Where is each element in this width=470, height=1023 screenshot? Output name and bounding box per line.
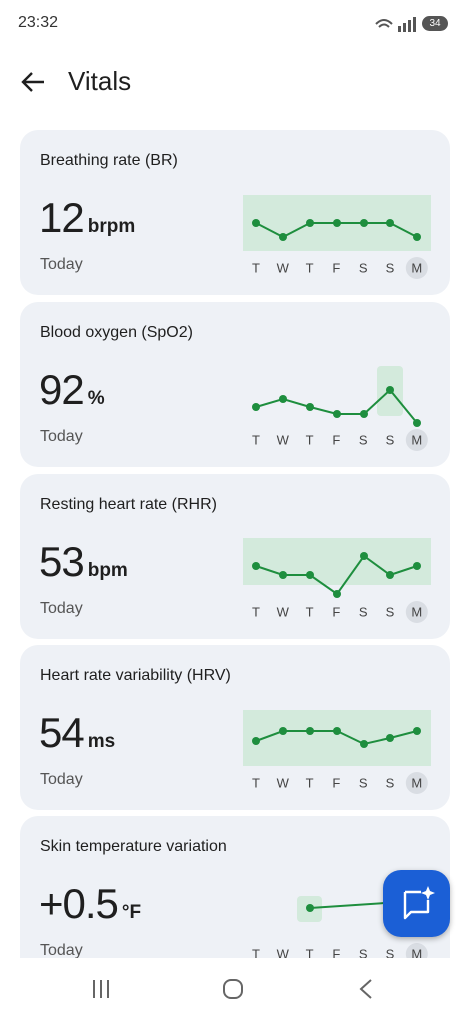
card-title: Skin temperature variation [40, 838, 227, 855]
day-label: M [411, 775, 422, 790]
day-label: M [411, 432, 422, 447]
day-highlight [405, 429, 428, 451]
card-value: 54 ms [39, 709, 116, 756]
card-title: Heart rate variability (HRV) [40, 667, 231, 684]
card-period: Today [40, 771, 83, 788]
day-highlight [405, 601, 428, 623]
day-label: W [277, 775, 290, 790]
card-unit: °F [121, 902, 142, 923]
nav-back-button[interactable] [359, 979, 372, 999]
day-label: W [277, 432, 290, 447]
status-bar: 23:32 34 [0, 0, 470, 46]
back-button[interactable] [20, 70, 48, 94]
card-value: +0.5 °F [39, 880, 142, 927]
card-unit: bpm [87, 560, 128, 581]
vital-card[interactable]: T W T F S S M Resting heart rate (RHR) 53 bpm Tod… [20, 474, 450, 639]
day-label: S [359, 604, 368, 619]
day-label: T [306, 432, 314, 447]
card-period: Today [40, 600, 83, 617]
day-label: W [277, 604, 290, 619]
day-label: S [359, 432, 368, 447]
day-label: F [332, 775, 340, 790]
day-label: T [252, 604, 260, 619]
day-label: S [386, 775, 395, 790]
vital-card[interactable]: T W T F S S M Blood oxygen (SpO2) 92% Today [20, 302, 450, 467]
day-label: S [359, 260, 368, 275]
card-period: Today [40, 428, 83, 445]
day-label: W [277, 946, 290, 961]
nav-bar [0, 958, 470, 1018]
day-label: M [411, 604, 422, 619]
day-label: S [386, 946, 395, 961]
day-label: M [411, 260, 422, 275]
fab-icon [403, 886, 435, 920]
battery: 34 [422, 16, 448, 31]
day-label: T [252, 946, 260, 961]
day-label: F [332, 604, 340, 619]
day-label: F [332, 946, 340, 961]
day-label: S [359, 946, 368, 961]
nav-buttons [93, 979, 372, 999]
card-title: Breathing rate (BR) [40, 152, 178, 169]
day-label: T [306, 604, 314, 619]
day-label: T [252, 432, 260, 447]
card-period: Today [40, 942, 83, 959]
day-label: W [277, 260, 290, 275]
recents-button[interactable] [93, 980, 109, 998]
day-highlight [405, 257, 428, 279]
card-value: 92% [39, 366, 105, 413]
day-label: T [252, 775, 260, 790]
day-label: T [306, 946, 314, 961]
day-label: F [332, 432, 340, 447]
page-title: Vitals [68, 66, 132, 96]
day-label: S [386, 432, 395, 447]
day-label: T [252, 260, 260, 275]
assistant-button[interactable] [383, 870, 450, 937]
day-label: T [306, 775, 314, 790]
status-time: 23:32 [18, 14, 59, 31]
vital-card[interactable]: T W T F S S M Breathing rate (BR) 12 brpm Today [20, 130, 450, 295]
card-period: Today [40, 256, 83, 273]
day-label: T [306, 260, 314, 275]
vital-card[interactable]: T W T F S S M Skin temperature variation +0.5 °F… [20, 816, 450, 981]
day-label: S [359, 775, 368, 790]
day-label: F [332, 260, 340, 275]
signal-icons [375, 17, 416, 32]
card-unit: % [87, 388, 105, 409]
day-label: S [386, 604, 395, 619]
day-highlight [405, 772, 428, 794]
card-title: Resting heart rate (RHR) [40, 496, 217, 513]
day-label: S [386, 260, 395, 275]
card-unit: brpm [87, 216, 136, 237]
vital-card[interactable]: T W T F S S M Heart rate variability (HRV) 54 ms… [20, 645, 450, 810]
card-unit: ms [87, 731, 116, 752]
day-label: M [411, 946, 422, 961]
card-title: Blood oxygen (SpO2) [40, 324, 193, 341]
home-button[interactable] [223, 979, 243, 999]
card-value: 12 brpm [39, 194, 136, 241]
card-value: 53 bpm [39, 538, 128, 585]
